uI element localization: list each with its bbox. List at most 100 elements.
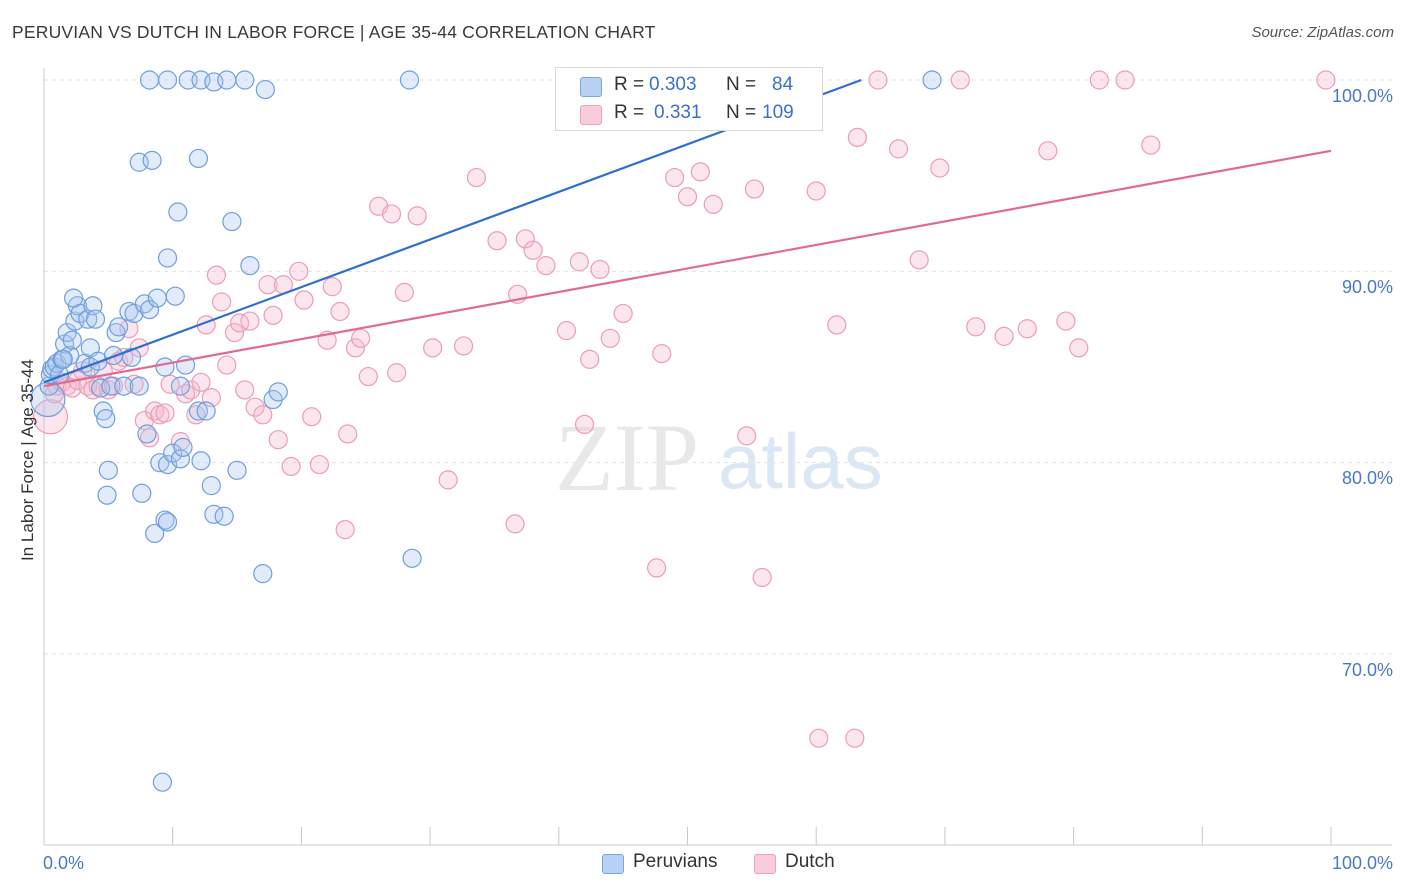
peruvian-point — [214, 506, 234, 526]
dutch-point — [335, 520, 355, 540]
dutch-point — [155, 403, 175, 423]
peruvian-point — [196, 401, 216, 421]
bottom-legend-swatch-blue — [602, 854, 624, 874]
dutch-point — [245, 397, 265, 417]
peruvian-point — [121, 347, 142, 368]
dutch-point — [930, 158, 950, 178]
bottom-legend-label: Dutch — [785, 851, 835, 872]
peruvian-point — [150, 453, 170, 473]
dutch-point — [909, 250, 929, 270]
legend-row-dutch: R = 0.331 N = 109 — [556, 100, 822, 128]
peruvian-point — [240, 255, 260, 276]
dutch-point — [309, 454, 330, 475]
dutch-point — [394, 282, 414, 302]
dutch-point — [703, 194, 723, 214]
dutch-point — [258, 275, 278, 295]
dutch-point — [574, 414, 595, 434]
dutch-point — [224, 322, 245, 343]
legend-r-label: R = — [614, 74, 645, 95]
peruvian-point — [53, 349, 73, 369]
peruvian-point — [157, 248, 178, 268]
dutch-point — [590, 259, 610, 280]
bottom-legend-peruvians: Peruvians — [602, 851, 718, 874]
peruvian-point — [96, 409, 116, 429]
dutch-point — [556, 321, 577, 341]
dutch-point — [253, 405, 273, 425]
dutch-point — [600, 328, 620, 348]
dutch-point — [994, 326, 1014, 346]
grid-lines — [44, 79, 1392, 655]
dutch-point — [294, 290, 314, 310]
dutch-point — [235, 380, 255, 400]
dutch-point — [1089, 70, 1109, 90]
bottom-legend-label: Peruvians — [633, 851, 718, 872]
legend-n-label: N = — [726, 74, 757, 95]
dutch-point — [827, 315, 847, 335]
dutch-point — [613, 303, 633, 324]
dutch-point — [806, 181, 826, 201]
legend-n-value: 84 — [772, 74, 794, 95]
legend-row-peruvians: R = 0.303 N = 84 — [556, 72, 822, 100]
watermark: ZIP atlas — [555, 404, 883, 511]
dutch-point — [809, 728, 829, 748]
dutch-point — [281, 456, 301, 477]
peruvian-point — [85, 309, 106, 329]
watermark-zip: ZIP — [555, 404, 699, 511]
dutch-point — [1056, 311, 1076, 331]
legend-r-value: 0.303 — [649, 74, 697, 95]
dutch-trend-line — [43, 149, 1332, 388]
dutch-point — [690, 162, 710, 182]
dutch-point — [1115, 70, 1135, 90]
dutch-point — [888, 139, 909, 159]
peruvian-point — [142, 150, 162, 170]
peruvian-point — [62, 330, 82, 350]
peruvian-point — [93, 401, 113, 421]
axes — [43, 68, 1392, 846]
dutch-point — [263, 305, 283, 325]
peruvian-point — [235, 70, 255, 90]
dutch-point — [950, 70, 970, 90]
peruvian-point — [155, 357, 175, 377]
dutch-point — [1316, 70, 1336, 90]
peruvian-point — [170, 376, 191, 396]
dutch-point — [647, 558, 667, 578]
dutch-point — [466, 167, 487, 188]
peruvian-point — [165, 286, 185, 306]
peruvian-point — [188, 148, 209, 169]
dutch-point — [302, 407, 322, 427]
peruvian-point — [191, 451, 211, 471]
peruvian-point — [157, 70, 178, 90]
peruvian-point — [173, 437, 193, 457]
dutch-point — [652, 344, 672, 364]
peruvian-point — [217, 70, 237, 90]
peruvian-point — [253, 564, 273, 584]
dutch-point — [1017, 319, 1037, 339]
dutch-point — [737, 426, 757, 446]
dutch-point — [206, 265, 227, 285]
peruvian-point — [64, 288, 84, 308]
peruvian-point — [255, 79, 275, 100]
dutch-point — [845, 728, 865, 748]
dutch-point — [505, 514, 525, 534]
dutch-point — [358, 366, 378, 387]
y-tick-label: 90.0% — [1341, 277, 1393, 297]
peruvian-point — [168, 202, 188, 222]
peruvian-points — [30, 70, 942, 792]
dutch-point — [1069, 338, 1089, 358]
bottom-legend-dutch: Dutch — [754, 851, 835, 874]
y-tick-label: 70.0% — [1341, 660, 1393, 680]
dutch-point — [1141, 135, 1161, 155]
dutch-point — [423, 338, 443, 358]
peruvian-point — [157, 512, 178, 532]
dutch-point — [407, 206, 427, 226]
dutch-point — [181, 380, 201, 400]
peruvian-point — [188, 401, 209, 421]
dutch-point — [381, 204, 402, 224]
dutch-point — [515, 229, 535, 249]
chart-source: Source: ZipAtlas.com — [1251, 24, 1394, 41]
chart-title: PERUVIAN VS DUTCH IN LABOR FORCE | AGE 3… — [12, 22, 656, 42]
peruvian-point — [402, 548, 422, 568]
dutch-point — [240, 311, 260, 331]
dutch-point — [847, 127, 867, 147]
